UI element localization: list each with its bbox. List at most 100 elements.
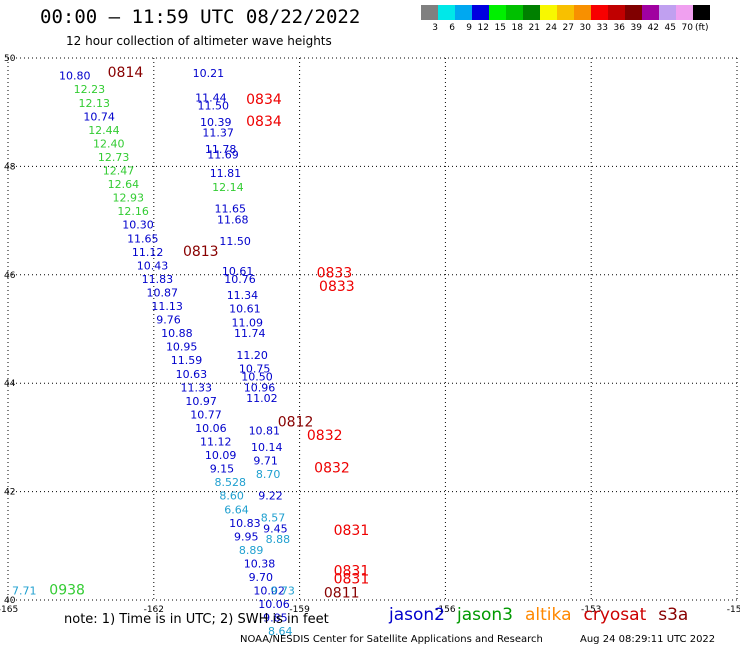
color-scale-label: 3 [432,23,438,33]
color-scale-labels: 3 6 9 12 15 18 21 24 27 30 33 36 39 42 45 70 (ft) [421,23,710,33]
wave-height-value: 11.44 [195,91,227,104]
wave-height-value: 9.73 [270,585,295,598]
wave-height-value: 11.09 [232,316,264,329]
color-scale-swatches [421,5,710,20]
wave-height-value: 10.96 [244,381,276,394]
color-scale-label: 18 [511,23,523,33]
x-tick-label: -153 [581,605,601,615]
color-swatch [421,5,438,20]
pass-time-label: 0834 [246,92,282,108]
pass-time-label: 0813 [183,244,219,260]
wave-height-value: 10.61 [222,265,254,278]
satellite-legend: jason2 jason3 altika cryosat s3a [389,605,688,625]
wave-height-value: 11.65 [127,232,159,245]
color-scale-label: 70 [681,23,693,33]
pass-time-label: 0811 [324,585,360,601]
color-swatch [642,5,659,20]
wave-height-value: 11.83 [142,273,174,286]
footnote: note: 1) Time is in UTC; 2) SWH is in fe… [64,612,329,627]
wave-height-value: 9.71 [253,455,278,468]
wave-height-value: 8.57 [261,511,286,524]
wave-height-value: 10.88 [161,327,193,340]
pass-time-label: 0831 [334,564,370,580]
wave-height-value: 8.89 [239,544,264,557]
color-swatch [489,5,506,20]
wave-height-value: 11.37 [202,127,234,140]
color-scale-label: 30 [579,23,591,33]
wave-height-value: 10.80 [59,70,91,83]
wave-height-value: 9.45 [263,522,288,535]
color-swatch [557,5,574,20]
color-scale-label: 27 [562,23,574,33]
x-tick-label: -165 [0,605,18,615]
credit-line: NOAA/NESDIS Center for Satellite Applica… [240,634,543,645]
wave-height-value: 11.33 [181,381,213,394]
pass-time-label: 0831 [334,523,370,539]
pass-time-label: 0833 [317,266,353,282]
wave-height-value: 6.64 [224,503,249,516]
wave-height-value: 11.12 [132,246,164,259]
pass-time-label: 0938 [49,583,85,599]
color-scale-label: 6 [449,23,455,33]
wave-height-value: 7.71 [12,585,37,598]
color-scale-label: 42 [647,23,659,33]
wave-height-value: 10.87 [147,286,179,299]
satellite-legend-entry: s3a [658,605,689,625]
wave-height-value: 12.40 [93,137,125,150]
wave-height-value: 8.60 [219,490,244,503]
satellite-legend-entry: altika [525,605,572,625]
wave-height-value: 9.15 [210,463,235,476]
wave-height-value: 11.65 [215,202,247,215]
wave-height-value: 10.77 [190,408,222,421]
wave-height-value: 10.06 [258,598,290,611]
wave-height-value: 12.14 [212,181,244,194]
x-tick-label: -162 [144,605,164,615]
wave-height-value: 10.50 [241,370,273,383]
color-scale-label: 21 [528,23,540,33]
wave-height-value: 10.81 [249,425,281,438]
wave-height-value: 9.70 [249,571,274,584]
y-tick-label: 46 [4,271,16,281]
wave-height-value: 11.74 [234,327,265,340]
wave-height-value: 11.50 [198,99,230,112]
wave-height-value: 11.13 [151,300,183,313]
wave-height-value: 8.528 [215,476,247,489]
wave-height-value: 11.12 [200,436,232,449]
wave-height-value: 8.88 [266,533,291,546]
pass-time-label: 0833 [319,279,355,295]
color-swatch [438,5,455,20]
color-swatch [591,5,608,20]
color-scale-unit: (ft) [695,23,709,33]
color-swatch [574,5,591,20]
color-scale-label: 39 [630,23,642,33]
y-tick-label: 48 [4,162,16,172]
wave-height-value: 11.59 [171,354,203,367]
pass-time-label: 0832 [307,428,343,444]
wave-height-value: 11.02 [246,392,278,405]
wave-height-value: 10.30 [122,219,153,232]
y-tick-label: 42 [4,488,15,498]
pass-time-label: 0834 [246,114,282,130]
x-tick-label: -159 [289,605,310,615]
wave-height-value: 10.02 [253,585,285,598]
wave-height-value: 10.61 [229,303,261,316]
wave-height-value: 10.76 [224,273,256,286]
wave-height-value: 9.76 [156,314,181,327]
wave-height-value: 8.70 [256,468,280,481]
wave-height-value: 12.44 [88,124,120,137]
satellite-legend-entry: jason3 [457,605,513,625]
wave-height-value: 11.69 [207,148,239,161]
satellite-legend-entry: cryosat [583,605,647,625]
color-scale-label: 36 [613,23,625,33]
chart-subtitle: 12 hour collection of altimeter wave hei… [66,34,332,48]
color-scale-label: 9 [466,23,472,33]
wave-height-value: 10.43 [137,259,169,272]
wave-height-value: 12.93 [112,192,143,205]
wave-height-value: 11.20 [236,349,267,362]
color-swatch [693,5,710,20]
wave-height-value: 12.47 [103,165,134,178]
color-swatch [625,5,642,20]
wave-height-value: 9.95 [234,530,258,543]
wave-height-value: 9.85 [263,612,288,625]
